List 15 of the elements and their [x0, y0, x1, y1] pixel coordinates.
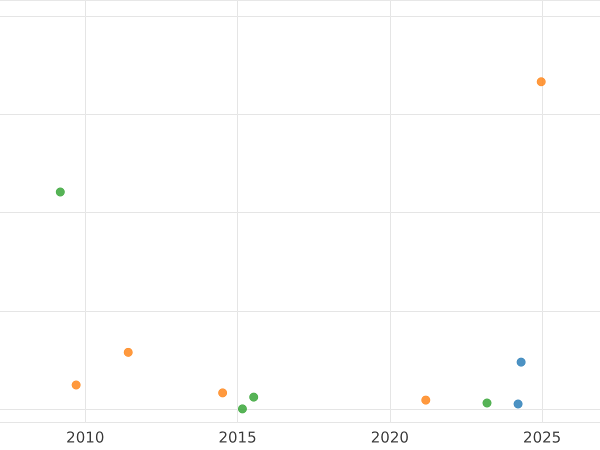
point — [249, 392, 258, 402]
x-tick-label: 2020 — [370, 428, 409, 446]
point — [238, 404, 247, 414]
point — [56, 188, 65, 197]
point — [536, 77, 546, 86]
point — [482, 398, 492, 408]
x-tick-label: 2015 — [218, 428, 257, 446]
x-tick-label: 2010 — [66, 428, 104, 446]
point — [516, 358, 526, 367]
x-tick-label: 2025 — [523, 428, 562, 446]
point — [514, 400, 523, 409]
point — [124, 348, 133, 357]
point — [72, 380, 81, 390]
point — [421, 396, 430, 405]
point — [218, 388, 228, 398]
